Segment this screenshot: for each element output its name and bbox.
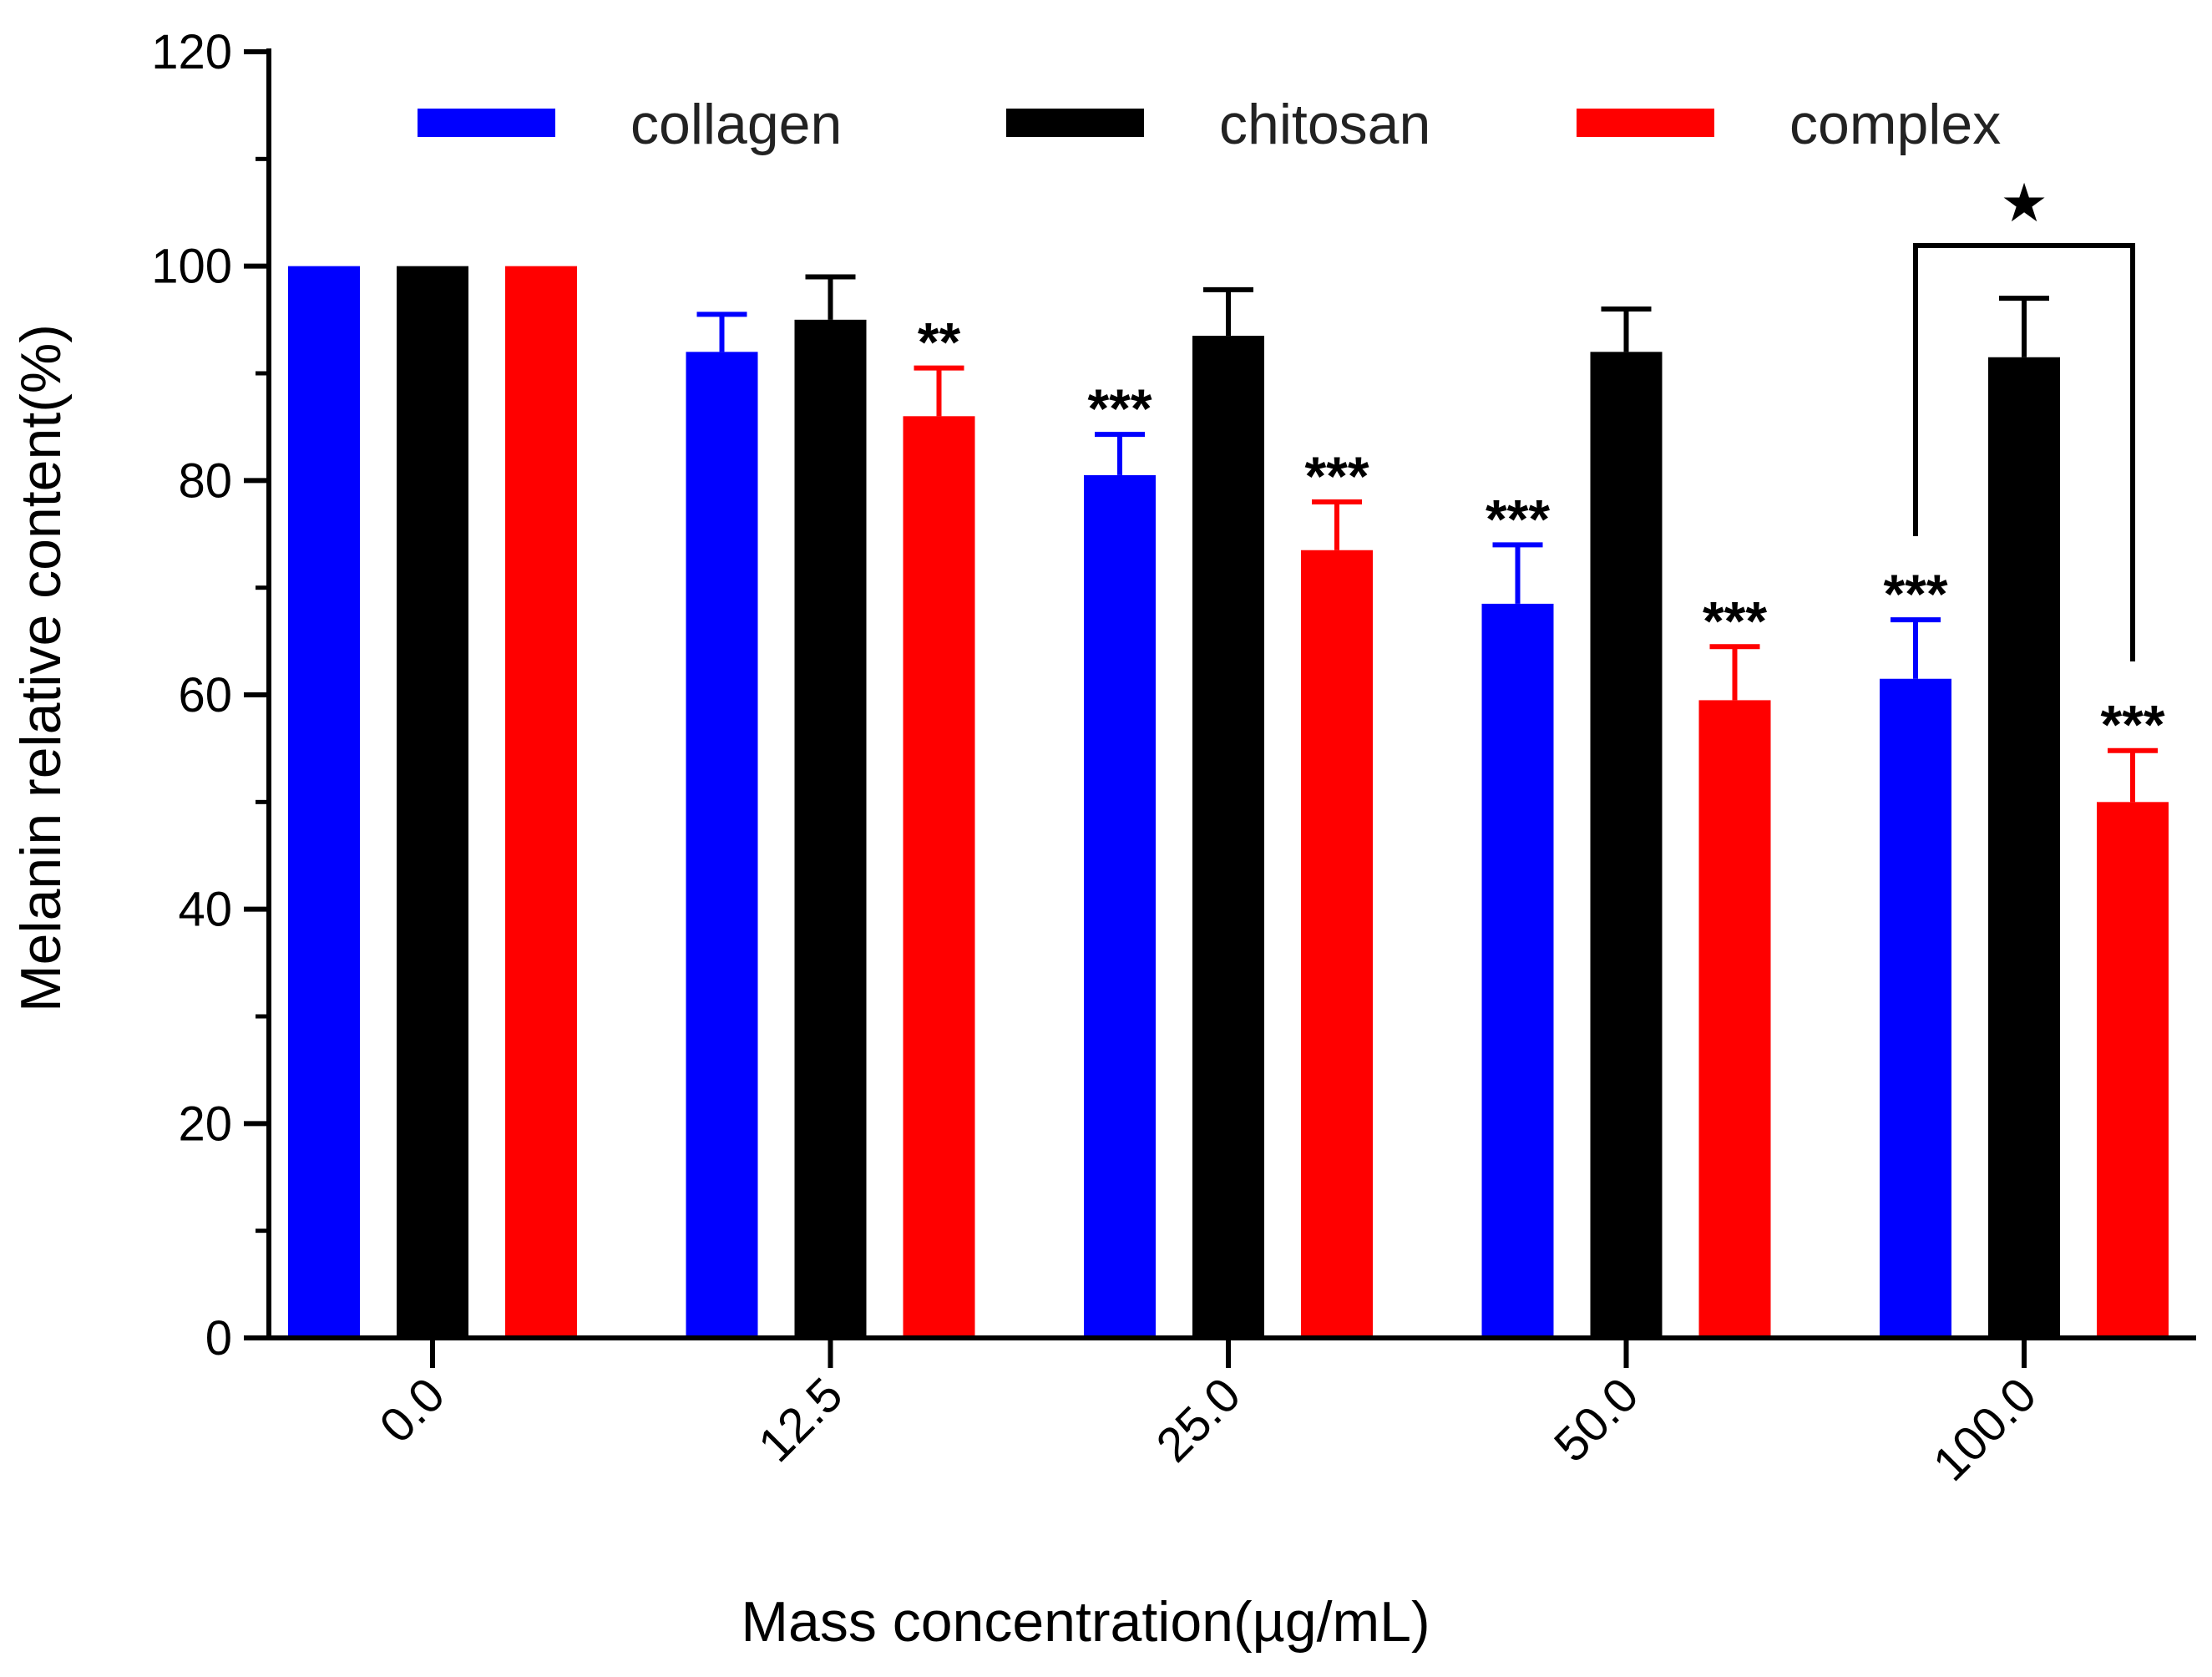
- legend-label-collagen: collagen: [630, 93, 842, 156]
- y-tick-label-80: 80: [178, 453, 232, 508]
- bar-complex-50.0: [1698, 700, 1771, 1338]
- bar-collagen-12.5: [686, 352, 758, 1338]
- bar-chitosan-0.0: [397, 266, 468, 1339]
- bar-chitosan-25.0: [1192, 336, 1264, 1338]
- x-tick-label-12.5: 12.5: [748, 1367, 853, 1472]
- significance-collagen-25.0: ***: [1087, 377, 1152, 439]
- bar-complex-12.5: [903, 416, 975, 1338]
- x-axis-title: Mass concentration(µg/mL): [741, 1590, 1430, 1654]
- bar-collagen-50.0: [1481, 603, 1554, 1338]
- bar-complex-100.0: [2097, 802, 2169, 1338]
- legend-swatch-complex: [1577, 109, 1714, 137]
- significance-complex-25.0: ***: [1304, 445, 1369, 507]
- bar-complex-0.0: [505, 266, 577, 1339]
- bars-layer: [288, 266, 2169, 1339]
- y-axis-title: Melanin relative content(%): [9, 324, 73, 1012]
- significance-star-icon: ★: [2000, 173, 2047, 233]
- bar-complex-25.0: [1301, 550, 1373, 1338]
- bar-chitosan-12.5: [794, 319, 867, 1338]
- y-tick-label-100: 100: [151, 240, 232, 294]
- bar-chitosan-100.0: [1988, 357, 2060, 1338]
- y-tick-label-60: 60: [178, 668, 232, 722]
- y-tick-label-0: 0: [205, 1311, 232, 1365]
- significance-complex-100.0: ***: [2100, 694, 2164, 756]
- y-tick-label-40: 40: [178, 883, 232, 937]
- legend-label-chitosan: chitosan: [1219, 93, 1430, 156]
- x-tick-label-100.0: 100.0: [1923, 1367, 2047, 1492]
- significance-bracket: [1913, 243, 2135, 661]
- bar-collagen-25.0: [1084, 474, 1156, 1338]
- significance-layer: ********************★: [918, 173, 2165, 756]
- legend: collagen chitosan complex: [418, 93, 2001, 156]
- y-tick-label-120: 120: [151, 25, 232, 79]
- legend-swatch-chitosan: [1006, 109, 1144, 137]
- significance-complex-12.5: **: [918, 312, 961, 373]
- x-tick-label-25.0: 25.0: [1146, 1367, 1251, 1472]
- bar-chitosan-50.0: [1590, 352, 1663, 1338]
- error-bars-layer: [696, 274, 2158, 803]
- x-tick-label-0.0: 0.0: [369, 1367, 455, 1453]
- significance-collagen-50.0: ***: [1486, 488, 1550, 550]
- x-tick-label-50.0: 50.0: [1544, 1367, 1649, 1472]
- legend-swatch-collagen: [418, 109, 555, 137]
- y-tick-label-20: 20: [178, 1097, 232, 1151]
- significance-complex-50.0: ***: [1703, 590, 1767, 651]
- bar-collagen-0.0: [288, 266, 360, 1339]
- legend-label-complex: complex: [1789, 93, 2001, 156]
- significance-collagen-100.0: ***: [1883, 563, 1947, 625]
- bar-collagen-100.0: [1880, 678, 1951, 1338]
